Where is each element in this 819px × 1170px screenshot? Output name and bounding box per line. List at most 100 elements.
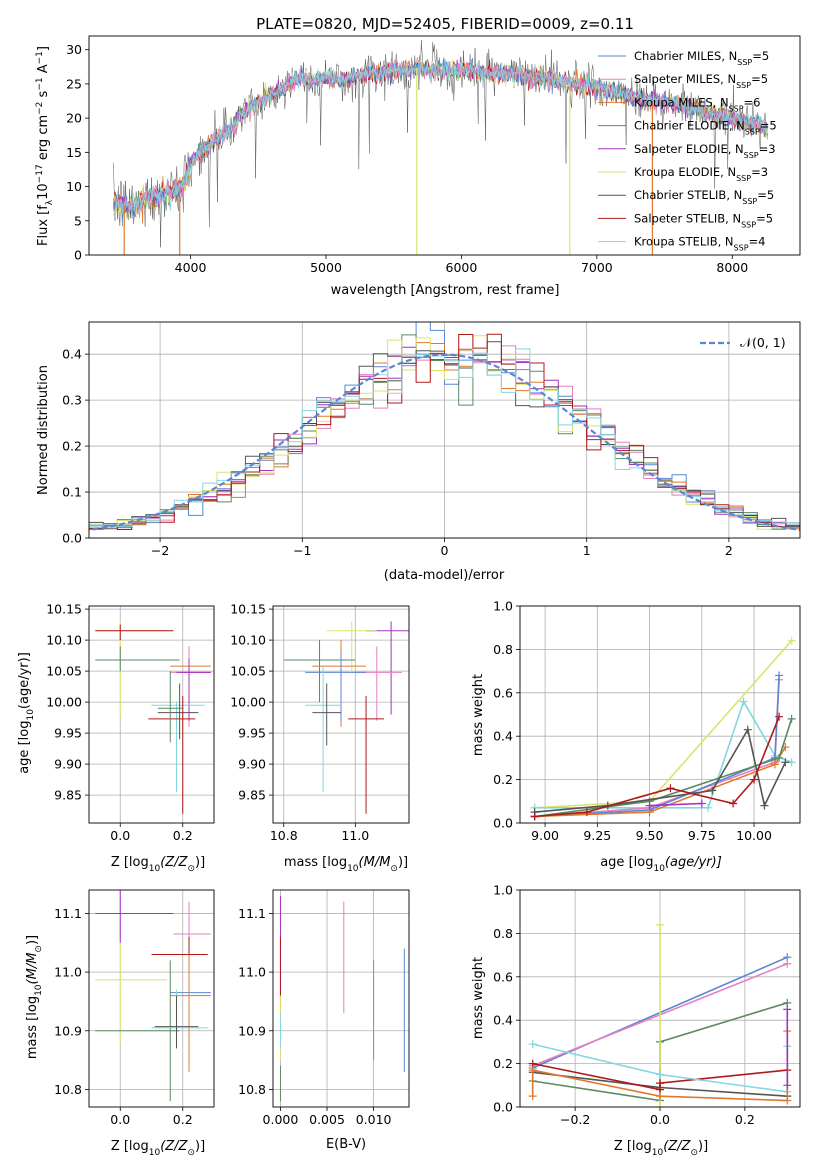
legend-label: Salpeter MILES, NSSP=5 <box>634 72 768 90</box>
tick-labels: −0.2 0.0 0.2 0.0 0.2 0.4 0.6 0.8 1.0 <box>493 883 755 1128</box>
y-tick-label: 0.0 <box>493 816 513 831</box>
y-tick-label: 10.10 <box>230 633 266 648</box>
y-tick-label: 0.4 <box>493 729 513 744</box>
data-layer <box>95 621 211 814</box>
age-vs-mass-panel: 10.8 11.0 9.85 9.90 9.95 10.00 10.05 10.10 10.15… <box>230 602 410 874</box>
age-vs-mass-xlabel: mass [log10(M/M⊙)] <box>284 855 408 874</box>
residual-ylabel: Normed distribution <box>36 365 51 495</box>
tick-labels: 10.8 11.0 9.85 9.90 9.95 10.00 10.05 10.10 10.15 <box>230 602 369 843</box>
mass-weight-vs-age-plot-area: 9.00 9.25 9.50 9.75 10.00 0.0 0.2 0.4 0.6 0.8 1.0 <box>493 599 801 844</box>
spectrum-series-line <box>113 61 768 217</box>
weight-point <box>656 1079 664 1088</box>
spectrum-ylabel-sup3: −1 <box>35 77 45 90</box>
weight-point <box>743 725 752 734</box>
y-tick-label: 10.10 <box>46 633 82 648</box>
y-tick-label: 10.8 <box>54 1082 82 1097</box>
mass-weight-vs-age-panel: 9.00 9.25 9.50 9.75 10.000.00.20.40.60.81.0 … <box>471 599 801 874</box>
data-layer <box>95 890 211 1102</box>
weight-point <box>787 636 796 645</box>
y-tick-label: 0.2 <box>62 439 82 454</box>
legend-label-end: =3 <box>751 165 768 179</box>
massz-ylabel-end: (M/M <box>25 953 40 985</box>
x-tick-label: 1 <box>583 543 591 558</box>
y-tick-label: 20 <box>66 111 82 126</box>
age-vs-metallicity-ylabel: age [log10(age/yr)] <box>17 652 36 774</box>
mass-vs-extinction-plot-area: 0.000 0.005 0.010 10.8 10.9 11.0 11.1 <box>238 889 410 1127</box>
mass-weight-vs-metallicity-panel: −0.2 0.0 0.2 0.0 0.2 0.4 0.6 0.8 1.0 Z [log10(Z/… <box>471 883 801 1158</box>
agez-ylabel-main: age [log <box>17 721 32 774</box>
y-tick-label: 10.9 <box>54 1023 82 1038</box>
x-tick-label: −0.2 <box>560 1112 590 1127</box>
axes-frame <box>519 605 801 824</box>
weight-point <box>528 1040 537 1049</box>
y-tick-label: 5 <box>74 213 82 228</box>
mass-vs-metallicity-xlabel: Z [log10(Z/Z⊙)] <box>111 1139 205 1158</box>
mass-weight-vs-age-xlabel: age [log10(age/yr)] <box>600 855 722 874</box>
y-tick-label: 10.9 <box>238 1023 266 1038</box>
massz-xlabel-sub2: ⊙ <box>187 1148 195 1158</box>
massz-ylabel-main: mass [log <box>25 996 40 1059</box>
x-tick-label: 0.0 <box>110 1112 130 1127</box>
legend-label-main: Salpeter STELIB, N <box>634 211 741 225</box>
residual-legend: 𝒩(0, 1) <box>700 335 786 350</box>
weight-point <box>656 920 664 929</box>
legend-label-end: =4 <box>749 235 766 249</box>
weight-point <box>656 1092 664 1101</box>
legend-label-end: =3 <box>759 142 776 156</box>
y-tick-label: 9.95 <box>238 726 266 741</box>
x-tick-label: 9.00 <box>531 828 559 843</box>
y-tick-label: 9.85 <box>238 788 266 803</box>
mass-vs-extinction-xlabel: E(B-V) <box>326 1137 366 1152</box>
tick-labels: 0.0 0.2 9.85 9.90 9.95 10.00 10.05 10.10 10.15 <box>46 602 192 843</box>
legend-label-sub: SSP <box>736 174 751 183</box>
data-layer <box>528 920 792 1107</box>
legend-label-sub: SSP <box>741 220 756 229</box>
y-tick-label: 0.2 <box>493 1056 513 1071</box>
weight-point <box>530 812 539 821</box>
agez-xlabel-end: (Z/Z <box>160 855 188 870</box>
spectrum-ylabel-main: Flux [f <box>36 205 51 246</box>
axes-frame <box>272 605 410 824</box>
legend-label-sub: SSP <box>736 81 751 90</box>
weight-point <box>656 1070 664 1079</box>
x-tick-label: 0 <box>441 543 449 558</box>
y-tick-label: 11.1 <box>238 906 266 921</box>
tick-labels: 9.00 9.25 9.50 9.75 10.00 0.0 0.2 0.4 0.6 0.8 1.0 <box>493 599 772 844</box>
legend-label-sub: SSP <box>742 197 757 206</box>
tick-labels: 0.0 0.2 10.8 10.9 11.0 11.1 <box>54 906 193 1127</box>
x-tick-label: 11.0 <box>341 828 369 843</box>
agem-xlabel-main: mass [log <box>284 855 347 870</box>
mwage-xlabel-sub: 10 <box>653 864 665 874</box>
weight-point <box>775 753 784 762</box>
massz-xlabel-close: )] <box>195 1139 205 1154</box>
mass-weight-vs-metallicity-xlabel: Z [log10(Z/Z⊙)] <box>614 1139 708 1158</box>
weight-point <box>666 784 675 793</box>
mass-vs-extinction-panel: 0.000 0.005 0.010 10.8 10.9 11.0 11.1 E(B-V) <box>238 889 410 1152</box>
weight-point <box>783 1096 792 1105</box>
tick-labels: 4000 5000 6000 7000 8000 0 5 10 15 20 25 30 <box>66 42 748 275</box>
x-tick-label: 0.0 <box>110 828 130 843</box>
legend-label-end: =5 <box>751 72 768 86</box>
spectrum-xlabel: wavelength [Angstrom, rest frame] <box>331 283 560 298</box>
axes-frame <box>272 889 410 1108</box>
y-tick-label: 9.85 <box>54 788 82 803</box>
x-tick-label: 0.2 <box>173 1112 193 1127</box>
weight-point <box>783 1005 792 1014</box>
y-tick-label: 25 <box>66 76 82 91</box>
legend-label: Salpeter ELODIE, NSSP=3 <box>634 142 776 160</box>
weight-point <box>770 760 779 769</box>
legend-label-main: Salpeter MILES, N <box>634 72 736 86</box>
weight-point <box>645 801 654 810</box>
spectrum-ylabel-mid: erg cm <box>36 115 51 164</box>
weight-point <box>787 714 796 723</box>
y-tick-label: 0.8 <box>493 926 513 941</box>
x-tick-label: 5000 <box>310 260 342 275</box>
legend-label-sub: SSP <box>734 243 749 252</box>
weight-point <box>704 803 713 812</box>
normal-curve <box>89 353 800 532</box>
residual-panel: −2 −1 0 1 2 0.0 0.1 0.2 0.3 0.4 (data-model)/erro… <box>36 321 801 583</box>
weight-point <box>775 671 784 680</box>
age-vs-metallicity-xlabel: Z [log10(Z/Z⊙)] <box>111 855 205 874</box>
data-layer <box>283 621 409 814</box>
